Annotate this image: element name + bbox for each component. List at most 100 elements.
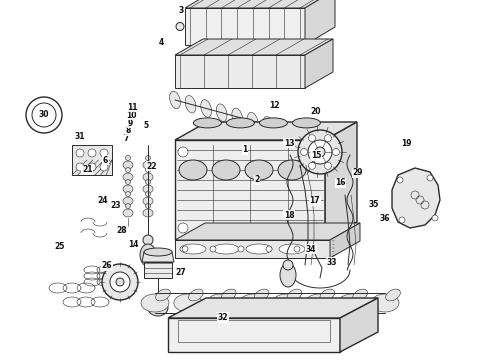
Circle shape bbox=[432, 215, 438, 221]
Text: 13: 13 bbox=[284, 139, 294, 148]
Ellipse shape bbox=[279, 244, 305, 254]
Ellipse shape bbox=[170, 91, 180, 109]
Ellipse shape bbox=[148, 300, 168, 316]
Ellipse shape bbox=[294, 125, 305, 143]
Circle shape bbox=[125, 192, 130, 197]
Polygon shape bbox=[185, 8, 305, 45]
Polygon shape bbox=[168, 318, 340, 352]
Text: 11: 11 bbox=[127, 103, 138, 112]
Text: 30: 30 bbox=[39, 110, 49, 119]
Circle shape bbox=[76, 163, 84, 171]
Circle shape bbox=[125, 156, 130, 161]
Ellipse shape bbox=[247, 112, 258, 130]
Ellipse shape bbox=[240, 294, 268, 312]
Ellipse shape bbox=[212, 160, 240, 180]
Ellipse shape bbox=[143, 161, 153, 169]
Ellipse shape bbox=[194, 118, 221, 128]
Polygon shape bbox=[330, 223, 360, 258]
Ellipse shape bbox=[123, 161, 133, 169]
Circle shape bbox=[145, 124, 147, 126]
Text: 16: 16 bbox=[335, 178, 346, 187]
Circle shape bbox=[256, 179, 258, 181]
Circle shape bbox=[151, 165, 153, 167]
Ellipse shape bbox=[278, 121, 289, 138]
Circle shape bbox=[127, 130, 129, 132]
Circle shape bbox=[309, 135, 316, 141]
Circle shape bbox=[125, 203, 130, 208]
Ellipse shape bbox=[174, 294, 202, 312]
Text: 17: 17 bbox=[309, 197, 320, 205]
Polygon shape bbox=[175, 55, 305, 88]
Ellipse shape bbox=[280, 263, 296, 287]
Ellipse shape bbox=[179, 160, 207, 180]
Polygon shape bbox=[175, 122, 357, 140]
Circle shape bbox=[315, 154, 317, 157]
Text: 6: 6 bbox=[103, 156, 108, 165]
Circle shape bbox=[180, 10, 182, 12]
Ellipse shape bbox=[140, 244, 156, 266]
Polygon shape bbox=[340, 298, 378, 352]
Polygon shape bbox=[341, 313, 369, 328]
Text: 2: 2 bbox=[255, 175, 260, 184]
Ellipse shape bbox=[156, 289, 171, 301]
Text: 4: 4 bbox=[159, 38, 164, 47]
Circle shape bbox=[288, 214, 290, 216]
Circle shape bbox=[294, 315, 306, 327]
Text: 14: 14 bbox=[128, 240, 139, 249]
Text: 15: 15 bbox=[311, 151, 321, 160]
Ellipse shape bbox=[143, 185, 153, 193]
Text: 33: 33 bbox=[327, 258, 338, 266]
Ellipse shape bbox=[263, 117, 274, 134]
Circle shape bbox=[184, 315, 196, 327]
Circle shape bbox=[244, 148, 246, 150]
Circle shape bbox=[129, 122, 131, 124]
Polygon shape bbox=[175, 140, 325, 240]
Circle shape bbox=[309, 162, 316, 169]
Circle shape bbox=[106, 265, 108, 267]
Ellipse shape bbox=[143, 173, 153, 181]
Text: 34: 34 bbox=[306, 245, 317, 253]
Polygon shape bbox=[175, 39, 333, 55]
Ellipse shape bbox=[185, 95, 196, 113]
Circle shape bbox=[312, 223, 322, 233]
Circle shape bbox=[222, 316, 224, 319]
Text: 36: 36 bbox=[379, 214, 390, 223]
Ellipse shape bbox=[201, 100, 212, 117]
Text: 8: 8 bbox=[126, 126, 131, 135]
Text: 26: 26 bbox=[101, 261, 112, 270]
Text: 25: 25 bbox=[54, 242, 65, 251]
Circle shape bbox=[146, 156, 150, 161]
Polygon shape bbox=[185, 0, 335, 8]
Polygon shape bbox=[144, 262, 172, 278]
Ellipse shape bbox=[278, 160, 306, 180]
Polygon shape bbox=[175, 223, 360, 240]
Ellipse shape bbox=[338, 294, 366, 312]
Text: 21: 21 bbox=[82, 165, 93, 174]
Ellipse shape bbox=[386, 289, 400, 301]
Ellipse shape bbox=[144, 248, 172, 256]
Ellipse shape bbox=[189, 289, 203, 301]
Circle shape bbox=[132, 244, 134, 246]
Ellipse shape bbox=[123, 173, 133, 181]
Circle shape bbox=[178, 223, 188, 233]
Ellipse shape bbox=[123, 209, 133, 217]
Text: 31: 31 bbox=[74, 132, 85, 140]
Text: 18: 18 bbox=[284, 211, 294, 220]
Circle shape bbox=[210, 246, 216, 252]
Text: 20: 20 bbox=[311, 107, 321, 116]
Circle shape bbox=[182, 246, 188, 252]
Ellipse shape bbox=[216, 104, 227, 121]
Text: 7: 7 bbox=[124, 134, 129, 143]
Circle shape bbox=[288, 142, 290, 144]
Ellipse shape bbox=[141, 294, 169, 312]
Circle shape bbox=[294, 246, 300, 252]
Circle shape bbox=[239, 315, 251, 327]
Ellipse shape bbox=[232, 108, 243, 126]
Text: 32: 32 bbox=[218, 313, 228, 322]
Ellipse shape bbox=[123, 197, 133, 205]
Text: 12: 12 bbox=[269, 100, 280, 109]
Circle shape bbox=[43, 113, 45, 116]
Circle shape bbox=[298, 130, 342, 174]
Ellipse shape bbox=[226, 118, 254, 128]
Circle shape bbox=[125, 180, 130, 184]
